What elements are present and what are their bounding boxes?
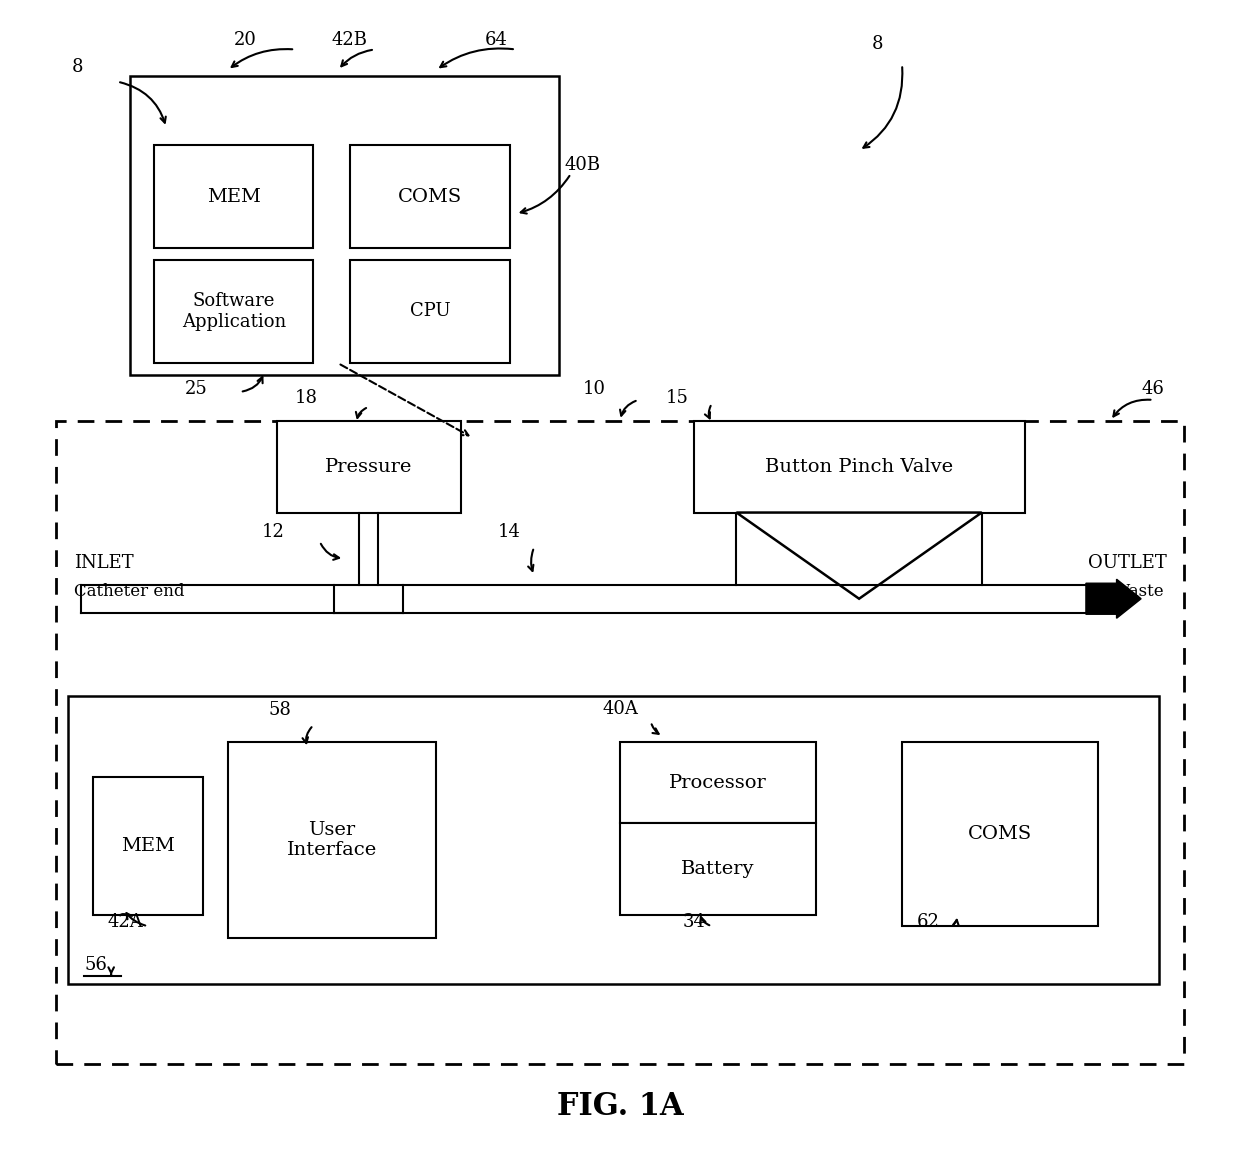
Text: INLET: INLET xyxy=(74,555,134,572)
Text: CPU: CPU xyxy=(409,302,450,321)
FancyArrow shape xyxy=(1086,579,1141,619)
Text: 18: 18 xyxy=(295,388,319,407)
Text: Catheter end: Catheter end xyxy=(74,583,185,600)
Text: 20: 20 xyxy=(234,31,257,50)
FancyBboxPatch shape xyxy=(620,822,816,915)
FancyBboxPatch shape xyxy=(277,421,460,513)
Text: Battery: Battery xyxy=(681,859,755,878)
FancyBboxPatch shape xyxy=(228,742,436,937)
Text: Button Pinch Valve: Button Pinch Valve xyxy=(765,457,954,476)
Text: 8: 8 xyxy=(872,35,883,52)
Text: Pressure: Pressure xyxy=(325,457,413,476)
FancyBboxPatch shape xyxy=(68,697,1159,984)
Text: MEM: MEM xyxy=(122,837,175,855)
FancyBboxPatch shape xyxy=(154,145,314,248)
Text: 10: 10 xyxy=(583,379,606,398)
FancyBboxPatch shape xyxy=(154,259,314,363)
FancyBboxPatch shape xyxy=(350,259,510,363)
Text: 15: 15 xyxy=(666,388,688,407)
Text: 42B: 42B xyxy=(332,31,368,50)
Text: 64: 64 xyxy=(485,31,508,50)
Text: 40A: 40A xyxy=(603,700,639,719)
Text: 34: 34 xyxy=(682,913,706,930)
Text: 46: 46 xyxy=(1141,379,1164,398)
FancyBboxPatch shape xyxy=(56,421,1184,1064)
Text: OUTLET: OUTLET xyxy=(1089,555,1167,572)
Polygon shape xyxy=(737,513,982,599)
FancyBboxPatch shape xyxy=(901,742,1099,926)
Text: 62: 62 xyxy=(916,913,940,930)
FancyBboxPatch shape xyxy=(129,76,559,374)
Text: 12: 12 xyxy=(262,523,285,541)
Text: Software
Application: Software Application xyxy=(181,292,286,330)
Text: 25: 25 xyxy=(185,379,207,398)
Text: To Waste: To Waste xyxy=(1089,583,1164,600)
Text: 56: 56 xyxy=(84,956,107,975)
Text: Processor: Processor xyxy=(670,773,768,792)
Text: 14: 14 xyxy=(497,523,521,541)
FancyBboxPatch shape xyxy=(620,742,816,822)
Text: MEM: MEM xyxy=(207,187,260,206)
Text: 42A: 42A xyxy=(108,913,144,930)
Text: 58: 58 xyxy=(268,701,291,720)
Text: User
Interface: User Interface xyxy=(286,821,377,859)
FancyBboxPatch shape xyxy=(693,421,1024,513)
Text: 8: 8 xyxy=(72,58,83,76)
Text: 40B: 40B xyxy=(565,156,601,173)
FancyBboxPatch shape xyxy=(93,777,203,915)
Text: FIG. 1A: FIG. 1A xyxy=(557,1091,683,1121)
Text: COMS: COMS xyxy=(968,826,1032,843)
FancyBboxPatch shape xyxy=(350,145,510,248)
Text: COMS: COMS xyxy=(398,187,463,206)
